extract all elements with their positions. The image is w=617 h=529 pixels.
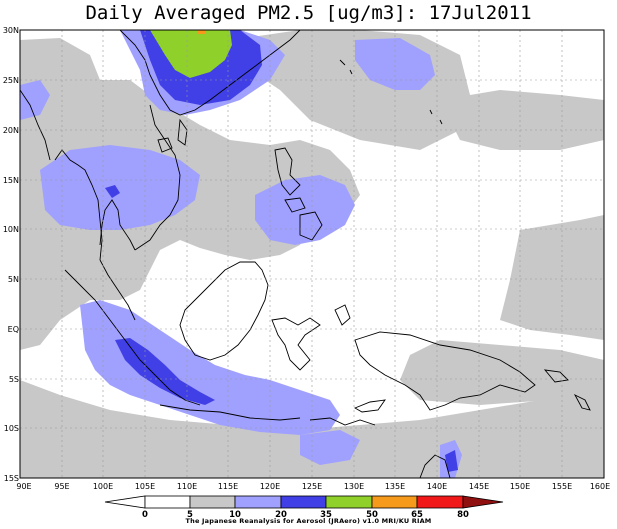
legend-label: 0: [142, 510, 148, 520]
gray-east: [500, 215, 604, 340]
lon-tick-label: 130E: [344, 482, 364, 491]
coast-bismarck: [543, 369, 569, 383]
lon-tick-label: 110E: [177, 482, 197, 491]
field-level-50-65: [198, 30, 206, 34]
lat-axis: 30N 25N 20N 15N 10N 5N EQ 5S 10S 15S: [3, 26, 19, 483]
lon-tick-label: 115E: [218, 482, 238, 491]
graticule: [20, 30, 604, 478]
lon-axis: 90E 95E 100E 105E 110E 115E 120E 125E 13…: [16, 482, 610, 491]
lat-tick-label: 5N: [8, 275, 19, 284]
gray-east-mid: [400, 340, 604, 405]
green-china: [150, 30, 232, 78]
legend-label: 80: [457, 510, 469, 520]
lat-tick-label: 10N: [3, 225, 19, 234]
lon-tick-label: 90E: [16, 482, 31, 491]
lon-tick-label: 140E: [427, 482, 447, 491]
credit-line: The Japanese Reanalysis for Aerosol (JRA…: [185, 517, 432, 525]
legend-label: 10: [229, 510, 241, 520]
lat-tick-label: 15S: [4, 474, 19, 483]
coast-borneo: [179, 261, 269, 361]
legend-swatch: [144, 495, 191, 509]
lon-tick-label: 160E: [590, 482, 610, 491]
coast-luzon: [274, 147, 301, 196]
lightblue-sumatra: [80, 300, 340, 435]
blue-indochina-spot: [105, 185, 120, 198]
coast-new-guinea: [354, 331, 536, 411]
coast-indochina: [134, 104, 181, 251]
orange-spot: [198, 30, 206, 34]
lon-tick-label: 145E: [469, 482, 489, 491]
plot-frame: [19, 29, 605, 479]
coast-halmahera: [334, 304, 351, 326]
coast-hainan: [157, 137, 173, 153]
coast-timor: [353, 399, 386, 413]
legend-swatch: [234, 495, 282, 509]
legend-arrow-low: [104, 495, 146, 509]
lon-tick-label: 95E: [54, 482, 69, 491]
legend-label: 5: [187, 510, 193, 520]
lon-tick-label: 100E: [93, 482, 113, 491]
legend-swatch: [416, 495, 464, 509]
legend-label: 50: [366, 510, 378, 520]
lightblue-west-coast: [20, 80, 50, 120]
lat-tick-label: 15N: [3, 176, 19, 185]
legend-label: 35: [320, 510, 332, 520]
legend-label: 20: [275, 510, 287, 520]
lat-tick-label: 20N: [3, 126, 19, 135]
legend-swatch: [189, 495, 236, 509]
coast-bay-of-bengal: [54, 149, 103, 261]
coast-solomon: [573, 393, 591, 411]
coastlines: [20, 30, 591, 478]
lat-tick-label: 25N: [3, 76, 19, 85]
coast-sulawesi: [271, 317, 321, 371]
field-level-35-50: [150, 30, 232, 78]
legend-label: 65: [411, 510, 423, 520]
lon-tick-label: 125E: [302, 482, 322, 491]
lat-tick-label: EQ: [8, 325, 19, 334]
coast-china-south: [119, 30, 301, 116]
lat-tick-label: 30N: [3, 26, 19, 35]
lon-tick-label: 135E: [385, 482, 405, 491]
legend-arrow-high: [462, 495, 504, 509]
legend-swatch: [325, 495, 373, 509]
coast-malay: [99, 259, 136, 321]
coast-pacific-islands: [339, 59, 443, 125]
coast-java: [159, 404, 301, 421]
coast-lesser-sunda: [309, 417, 376, 426]
lightblue-pacific-east: [355, 38, 435, 90]
lat-tick-label: 5S: [9, 375, 19, 384]
coast-mindanao: [299, 211, 323, 241]
coast-gulf-thailand: [99, 199, 136, 251]
gray-pacific: [440, 90, 604, 150]
coast-visayas: [284, 197, 306, 213]
legend-swatch: [371, 495, 418, 509]
blue-sumatra: [115, 338, 215, 405]
lon-tick-label: 105E: [135, 482, 155, 491]
lat-tick-label: 10S: [4, 424, 19, 433]
legend-swatch: [280, 495, 327, 509]
lon-tick-label: 155E: [552, 482, 572, 491]
concentration-field: [20, 30, 604, 478]
coast-sumatra: [64, 269, 201, 406]
color-legend: 0 5 10 20 35 50 65 80: [104, 495, 504, 520]
coast-australia: [419, 454, 451, 478]
map-title: Daily Averaged PM2.5 [ug/m3]: 17Jul2011: [85, 2, 532, 24]
lightblue-philippines: [255, 175, 355, 245]
lon-tick-label: 150E: [510, 482, 530, 491]
coast-india: [20, 89, 51, 161]
coast-taiwan: [177, 118, 188, 146]
blue-south-spot: [445, 450, 458, 472]
lightblue-south: [300, 430, 360, 465]
lon-tick-label: 120E: [260, 482, 280, 491]
